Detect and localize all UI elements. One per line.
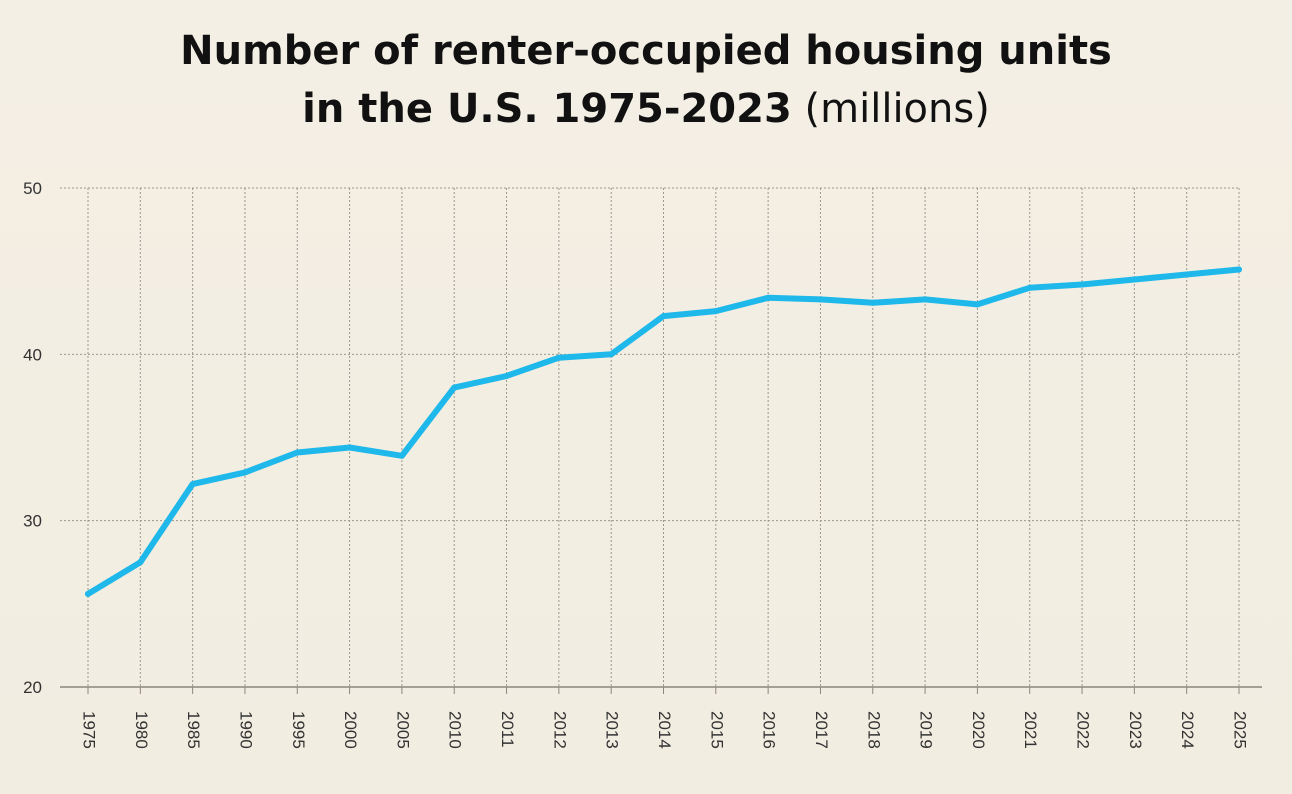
- data-point-2005: [398, 452, 405, 459]
- x-tick-label-2015: 2015: [707, 711, 726, 749]
- chart-title-bold-2: in the U.S. 1975-2023: [302, 86, 792, 132]
- data-point-2015: [712, 308, 719, 315]
- y-tick-label-40: 40: [23, 345, 42, 364]
- x-tick-label-2021: 2021: [1021, 711, 1040, 749]
- y-tick-label-30: 30: [23, 512, 42, 531]
- data-point-2017: [817, 296, 824, 303]
- x-tick-label-1985: 1985: [184, 711, 203, 749]
- chart-title: Number of renter-occupied housing units …: [0, 22, 1292, 138]
- x-tick-label-2005: 2005: [393, 711, 412, 749]
- y-tick-labels: 20 30 40 50: [23, 179, 42, 697]
- data-point-2022: [1079, 281, 1086, 288]
- x-tick-label-2000: 2000: [341, 711, 360, 749]
- x-tick-label-1990: 1990: [236, 711, 255, 749]
- data-point-2021: [1026, 284, 1033, 291]
- series: [85, 266, 1242, 597]
- y-tick-label-50: 50: [23, 179, 42, 198]
- x-tick-label-2022: 2022: [1074, 711, 1093, 749]
- x-tick-label-1995: 1995: [289, 711, 308, 749]
- data-point-2013: [608, 351, 615, 358]
- x-tick-label-2012: 2012: [550, 711, 569, 749]
- data-point-2018: [869, 299, 876, 306]
- x-tick-label-2010: 2010: [446, 711, 465, 749]
- data-point-2019: [922, 296, 929, 303]
- data-point-2023: [1131, 276, 1138, 283]
- data-point-2010: [451, 384, 458, 391]
- axes: [60, 686, 1262, 694]
- x-tick-label-1980: 1980: [132, 711, 151, 749]
- data-point-2025: [1236, 266, 1242, 273]
- chart-title-line-2: in the U.S. 1975-2023 (millions): [0, 80, 1292, 138]
- x-tick-label-2025: 2025: [1231, 711, 1250, 749]
- data-point-2020: [974, 301, 981, 308]
- data-point-1985: [189, 481, 196, 488]
- data-point-1975: [85, 590, 91, 597]
- grid: [60, 187, 1240, 687]
- data-point-2000: [346, 444, 353, 451]
- x-tick-label-2020: 2020: [969, 711, 988, 749]
- data-point-2024: [1183, 271, 1190, 278]
- x-tick-label-2024: 2024: [1178, 711, 1197, 749]
- chart-title-bold-1: Number of renter-occupied housing units: [180, 28, 1112, 74]
- x-tick-labels: 1975 1980 1985 1990 1995 2000 2005 2010 2011 2012…: [80, 711, 1250, 749]
- chart-title-units: (millions): [804, 86, 990, 132]
- data-point-1980: [137, 559, 144, 566]
- data-point-2012: [555, 354, 562, 361]
- x-tick-label-2017: 2017: [812, 711, 831, 749]
- x-tick-label-1975: 1975: [80, 711, 99, 749]
- x-tick-label-2019: 2019: [917, 711, 936, 749]
- x-tick-label-2013: 2013: [603, 711, 622, 749]
- x-tick-label-2014: 2014: [655, 711, 674, 749]
- x-tick-label-2016: 2016: [760, 711, 779, 749]
- data-point-1995: [294, 449, 301, 456]
- data-point-1990: [241, 469, 248, 476]
- x-tick-label-2011: 2011: [498, 711, 517, 748]
- x-tick-label-2018: 2018: [864, 711, 883, 749]
- data-point-2016: [765, 294, 772, 301]
- chart-title-line-1: Number of renter-occupied housing units: [0, 22, 1292, 80]
- y-tick-label-20: 20: [23, 678, 42, 697]
- x-tick-label-2023: 2023: [1126, 711, 1145, 749]
- data-point-2011: [503, 372, 510, 379]
- data-point-2014: [660, 313, 667, 320]
